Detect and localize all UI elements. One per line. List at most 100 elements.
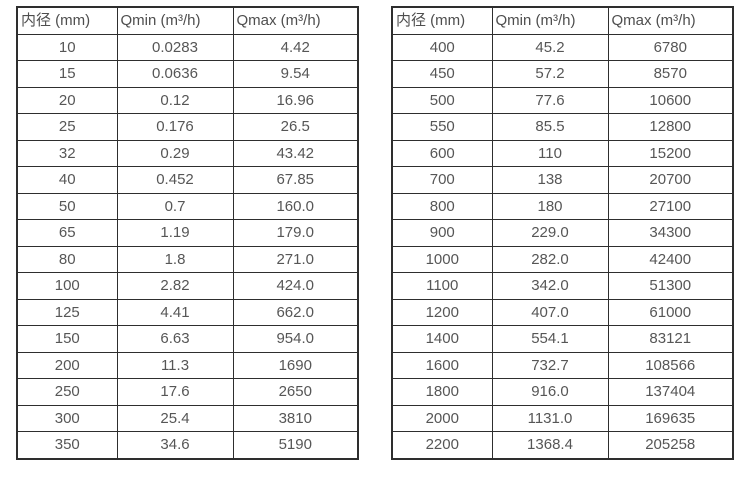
- cell-qmax: 3810: [232, 404, 359, 432]
- cell-diameter: 800: [391, 192, 493, 220]
- cell-qmin: 1.8: [116, 245, 234, 273]
- cell-diameter: 400: [391, 33, 493, 61]
- table-row: 500 77.6 10600: [391, 86, 734, 114]
- cell-diameter: 550: [391, 113, 493, 141]
- table-row: 900 229.0 34300: [391, 219, 734, 247]
- cell-diameter: 2000: [391, 404, 493, 432]
- cell-qmax: 9.54: [232, 60, 359, 88]
- cell-qmax: 20700: [607, 166, 734, 194]
- table-row: 800 180 27100: [391, 192, 734, 220]
- cell-diameter: 125: [16, 298, 118, 326]
- cell-qmax: 271.0: [232, 245, 359, 273]
- cell-diameter: 250: [16, 378, 118, 406]
- cell-qmin: 407.0: [491, 298, 609, 326]
- cell-qmax: 662.0: [232, 298, 359, 326]
- column-header-qmax: Qmax (m³/h): [607, 6, 734, 35]
- table-row: 100 2.82 424.0: [16, 272, 359, 300]
- cell-diameter: 450: [391, 60, 493, 88]
- cell-qmin: 34.6: [116, 431, 234, 459]
- cell-diameter: 500: [391, 86, 493, 114]
- table-row: 50 0.7 160.0: [16, 192, 359, 220]
- cell-qmax: 8570: [607, 60, 734, 88]
- table-row: 250 17.6 2650: [16, 378, 359, 406]
- cell-diameter: 200: [16, 351, 118, 379]
- cell-diameter: 80: [16, 245, 118, 273]
- cell-qmax: 2650: [232, 378, 359, 406]
- column-header-qmax: Qmax (m³/h): [232, 6, 359, 35]
- table-row: 125 4.41 662.0: [16, 298, 359, 326]
- cell-diameter: 20: [16, 86, 118, 114]
- cell-qmax: 42400: [607, 245, 734, 273]
- cell-qmin: 282.0: [491, 245, 609, 273]
- cell-qmin: 138: [491, 166, 609, 194]
- cell-qmax: 108566: [607, 351, 734, 379]
- cell-diameter: 700: [391, 166, 493, 194]
- cell-qmin: 110: [491, 139, 609, 167]
- cell-diameter: 1200: [391, 298, 493, 326]
- cell-qmin: 1.19: [116, 219, 234, 247]
- table-row: 350 34.6 5190: [16, 431, 359, 459]
- cell-qmin: 180: [491, 192, 609, 220]
- cell-qmin: 554.1: [491, 325, 609, 353]
- table-row: 15 0.0636 9.54: [16, 60, 359, 88]
- cell-diameter: 40: [16, 166, 118, 194]
- table-row: 450 57.2 8570: [391, 60, 734, 88]
- table-row: 1400 554.1 83121: [391, 325, 734, 353]
- cell-qmin: 85.5: [491, 113, 609, 141]
- cell-qmax: 10600: [607, 86, 734, 114]
- flow-table-large-diameters: 内径 (mm) Qmin (m³/h) Qmax (m³/h) 400 45.2 6780…: [391, 6, 734, 460]
- table-row: 1000 282.0 42400: [391, 245, 734, 273]
- cell-diameter: 2200: [391, 431, 493, 459]
- table-row: 65 1.19 179.0: [16, 219, 359, 247]
- cell-diameter: 1400: [391, 325, 493, 353]
- cell-qmin: 77.6: [491, 86, 609, 114]
- cell-qmin: 229.0: [491, 219, 609, 247]
- table-row: 2200 1368.4 205258: [391, 431, 734, 459]
- cell-qmax: 424.0: [232, 272, 359, 300]
- cell-diameter: 600: [391, 139, 493, 167]
- table-row: 25 0.176 26.5: [16, 113, 359, 141]
- cell-qmax: 1690: [232, 351, 359, 379]
- cell-qmax: 15200: [607, 139, 734, 167]
- cell-qmin: 45.2: [491, 33, 609, 61]
- table-row: 150 6.63 954.0: [16, 325, 359, 353]
- cell-qmin: 4.41: [116, 298, 234, 326]
- cell-qmax: 12800: [607, 113, 734, 141]
- cell-qmax: 27100: [607, 192, 734, 220]
- cell-diameter: 65: [16, 219, 118, 247]
- table-row: 550 85.5 12800: [391, 113, 734, 141]
- column-header-diameter: 内径 (mm): [16, 6, 118, 35]
- cell-qmin: 2.82: [116, 272, 234, 300]
- cell-diameter: 150: [16, 325, 118, 353]
- table-row: 40 0.452 67.85: [16, 166, 359, 194]
- cell-qmax: 160.0: [232, 192, 359, 220]
- cell-qmax: 83121: [607, 325, 734, 353]
- cell-qmin: 0.176: [116, 113, 234, 141]
- table-row: 80 1.8 271.0: [16, 245, 359, 273]
- cell-qmin: 25.4: [116, 404, 234, 432]
- column-header-qmin: Qmin (m³/h): [116, 6, 234, 35]
- cell-qmin: 11.3: [116, 351, 234, 379]
- cell-qmin: 17.6: [116, 378, 234, 406]
- cell-qmax: 61000: [607, 298, 734, 326]
- table-row: 2000 1131.0 169635: [391, 404, 734, 432]
- table-row: 200 11.3 1690: [16, 351, 359, 379]
- cell-diameter: 1100: [391, 272, 493, 300]
- header-row: 内径 (mm) Qmin (m³/h) Qmax (m³/h): [16, 6, 359, 35]
- cell-qmax: 43.42: [232, 139, 359, 167]
- cell-qmax: 51300: [607, 272, 734, 300]
- cell-diameter: 50: [16, 192, 118, 220]
- cell-qmin: 0.0636: [116, 60, 234, 88]
- cell-qmin: 0.12: [116, 86, 234, 114]
- cell-diameter: 350: [16, 431, 118, 459]
- cell-qmin: 1368.4: [491, 431, 609, 459]
- table-row: 600 110 15200: [391, 139, 734, 167]
- cell-diameter: 1800: [391, 378, 493, 406]
- table-row: 20 0.12 16.96: [16, 86, 359, 114]
- table-row: 1600 732.7 108566: [391, 351, 734, 379]
- cell-qmin: 732.7: [491, 351, 609, 379]
- cell-diameter: 32: [16, 139, 118, 167]
- cell-diameter: 900: [391, 219, 493, 247]
- cell-qmax: 205258: [607, 431, 734, 459]
